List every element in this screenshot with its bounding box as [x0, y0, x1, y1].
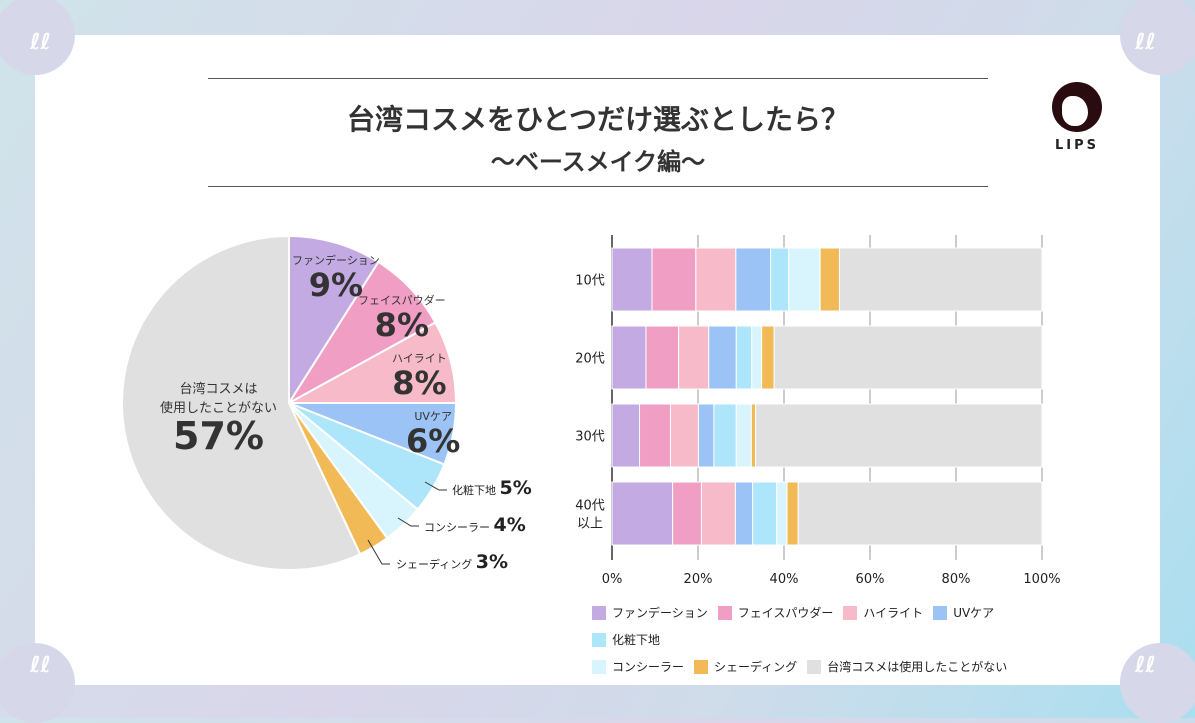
legend-label: フェイスパウダー — [737, 606, 834, 620]
bar-segment — [773, 325, 1043, 390]
category-label: 20代 — [575, 352, 605, 367]
pie-label-powder: フェイスパウダー 8% — [358, 294, 446, 344]
legend-label: 台湾コスメは使用したことがない — [827, 660, 1008, 674]
corner-decoration — [0, 643, 75, 723]
bar-segment — [735, 403, 752, 468]
legend-label: コンシーラー — [612, 660, 685, 674]
legend-item: UVケア — [933, 604, 994, 621]
legend-label: ファンデーション — [612, 606, 708, 620]
title-line1: 台湾コスメをひとつだけ選ぶとしたら？ — [346, 103, 850, 136]
pie-label-uv: UVケア 6% — [406, 410, 461, 460]
legend-label: ハイライト — [863, 606, 924, 620]
pie-slice — [121, 234, 362, 571]
bar-segment — [735, 325, 753, 390]
pie-label-concealer: コンシーラー 4% — [424, 514, 526, 536]
category-label: 30代 — [575, 430, 605, 445]
x-tick-label: 80% — [942, 572, 971, 587]
bar-segment — [645, 325, 680, 390]
x-tick-label: 20% — [684, 572, 713, 587]
bar-segment — [669, 403, 699, 468]
bar-segment — [770, 247, 790, 312]
bar-segment — [611, 247, 653, 312]
corner-decoration — [1120, 643, 1195, 723]
bar-segment — [708, 325, 737, 390]
legend-swatch — [592, 632, 606, 647]
category-label: 以上 — [577, 517, 603, 532]
legend-item: コンシーラー — [592, 658, 684, 675]
pie-label-shading: シェーディング 3% — [396, 551, 508, 573]
pie-label-primer: 化粧下地 5% — [452, 477, 532, 499]
swirl-icon: ℓℓ — [30, 30, 51, 55]
leader-line — [397, 517, 419, 527]
legend-item: ファンデーション — [592, 604, 708, 621]
bar-segment — [751, 325, 763, 390]
swirl-icon: ℓℓ — [30, 653, 51, 678]
legend-item: 化粧下地 — [592, 631, 660, 648]
bar-segment — [761, 325, 775, 390]
legend-label: 化粧下地 — [612, 633, 661, 647]
x-tick-label: 60% — [856, 572, 885, 587]
x-tick-label: 0% — [602, 572, 623, 587]
legend-item: 台湾コスメは使用したことがない — [807, 658, 1007, 675]
pie-slice — [288, 234, 380, 407]
bar-segment — [750, 403, 757, 468]
legend-swatch — [843, 605, 858, 620]
legend-swatch — [933, 605, 948, 620]
divider — [208, 78, 988, 79]
legend-swatch — [694, 659, 709, 674]
bar-segment — [713, 403, 737, 468]
legend-swatch — [717, 605, 732, 620]
lips-logo: LIPS — [1048, 82, 1106, 153]
leader-line — [367, 539, 390, 565]
legend-item: フェイスパウダー — [717, 604, 834, 621]
bar-segment — [838, 247, 1043, 312]
pie-label-none: 台湾コスメは 使用したことがない 57% — [160, 382, 278, 458]
bar-segment — [700, 481, 736, 546]
category-label: 40代 — [575, 499, 605, 514]
bar-segment — [697, 403, 715, 468]
bar-segment — [755, 403, 1043, 468]
bar-segment — [797, 481, 1043, 546]
bar-segment — [672, 481, 702, 546]
legend-swatch — [592, 659, 606, 674]
bar-segment — [752, 481, 778, 546]
bar-segment — [611, 403, 641, 468]
swirl-icon: ℓℓ — [1135, 30, 1156, 55]
legend-label: シェーディング — [714, 660, 798, 674]
bar-segment — [695, 247, 737, 312]
bar-segment — [639, 403, 671, 468]
divider — [208, 186, 988, 187]
bar-segment — [611, 481, 674, 546]
legend-swatch — [592, 605, 606, 620]
bar-segment — [678, 325, 710, 390]
swirl-icon: ℓℓ — [1135, 653, 1156, 678]
title-line2: 〜ベースメイク編〜 — [490, 148, 706, 176]
legend-label: UVケア — [953, 606, 995, 620]
legend-item: ハイライト — [843, 604, 923, 621]
legend-swatch — [807, 659, 822, 674]
bar-segment — [819, 247, 840, 312]
legend-item: シェーディング — [694, 658, 797, 675]
bar-segment — [786, 481, 799, 546]
chart-legend: ファンデーション フェイスパウダー ハイライト UVケア化粧下地コンシーラー シェーディ… — [592, 604, 1072, 685]
logo-text: LIPS — [1054, 138, 1099, 153]
corner-decoration — [0, 0, 75, 75]
leader-line — [424, 481, 447, 491]
bar-segment — [735, 247, 772, 312]
bar-segment — [788, 247, 821, 312]
bar-segment — [611, 325, 647, 390]
category-label: 10代 — [575, 274, 605, 289]
deer-logo-icon — [1052, 82, 1102, 132]
pie-chart — [121, 234, 458, 571]
x-tick-label: 100% — [1023, 572, 1060, 587]
bar-segment — [776, 481, 788, 546]
pie-label-foundation: ファンデーション 9% — [292, 254, 380, 304]
corner-decoration — [1120, 0, 1195, 75]
pie-label-highlight: ハイライト 8% — [392, 352, 447, 402]
bar-segment — [734, 481, 754, 546]
bar-segment — [651, 247, 697, 312]
x-tick-label: 40% — [770, 572, 799, 587]
